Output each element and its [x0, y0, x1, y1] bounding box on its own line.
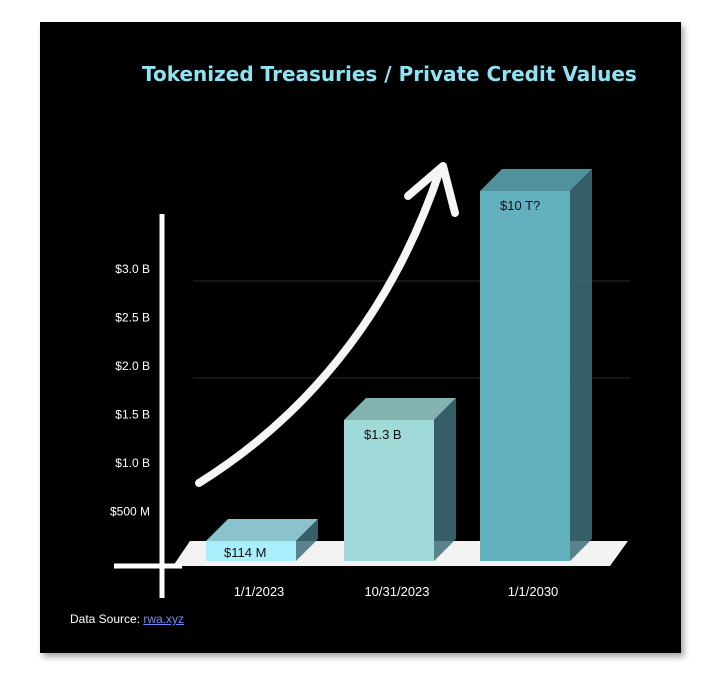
x-tick-label: 10/31/2023: [364, 584, 429, 599]
y-tick-label: $1.0 B: [115, 456, 150, 470]
data-source: Data Source: rwa.xyz: [70, 612, 184, 626]
x-tick-label: 1/1/2030: [508, 584, 559, 599]
trend-arrow-shaft: [195, 166, 444, 487]
bar-data-label: $1.3 B: [364, 427, 402, 442]
y-tick-label: $2.0 B: [115, 359, 150, 373]
bars: [206, 169, 592, 561]
bar-side: [296, 519, 318, 561]
axes: [114, 214, 182, 598]
bar: [480, 191, 570, 561]
bar: [206, 541, 296, 561]
bar: [344, 420, 434, 561]
bar-top: [206, 519, 318, 541]
bar-data-label: $114 M: [224, 545, 266, 560]
bar-top: [344, 398, 456, 420]
y-tick-label: $2.5 B: [115, 311, 150, 325]
y-tick-label: $1.5 B: [115, 408, 150, 422]
labels: $114 M 1/1/2023 $1.3 B 10/31/2023 $10 T? 1/1/…: [110, 198, 558, 599]
bar-side: [570, 169, 592, 561]
bar-data-label: $10 T?: [500, 198, 540, 213]
x-tick-label: 1/1/2023: [234, 584, 285, 599]
trend-arrow: [195, 162, 459, 487]
y-tick-label: $500 M: [110, 505, 150, 519]
chart-title: Tokenized Treasuries / Private Credit Va…: [142, 62, 637, 86]
y-tick-label: $3.0 B: [115, 262, 150, 276]
bar-side: [434, 398, 456, 561]
bar-top: [480, 169, 592, 191]
data-source-label: Data Source:: [70, 612, 144, 626]
data-source-link[interactable]: rwa.xyz: [143, 612, 185, 626]
trend-arrow-head: [404, 162, 459, 217]
